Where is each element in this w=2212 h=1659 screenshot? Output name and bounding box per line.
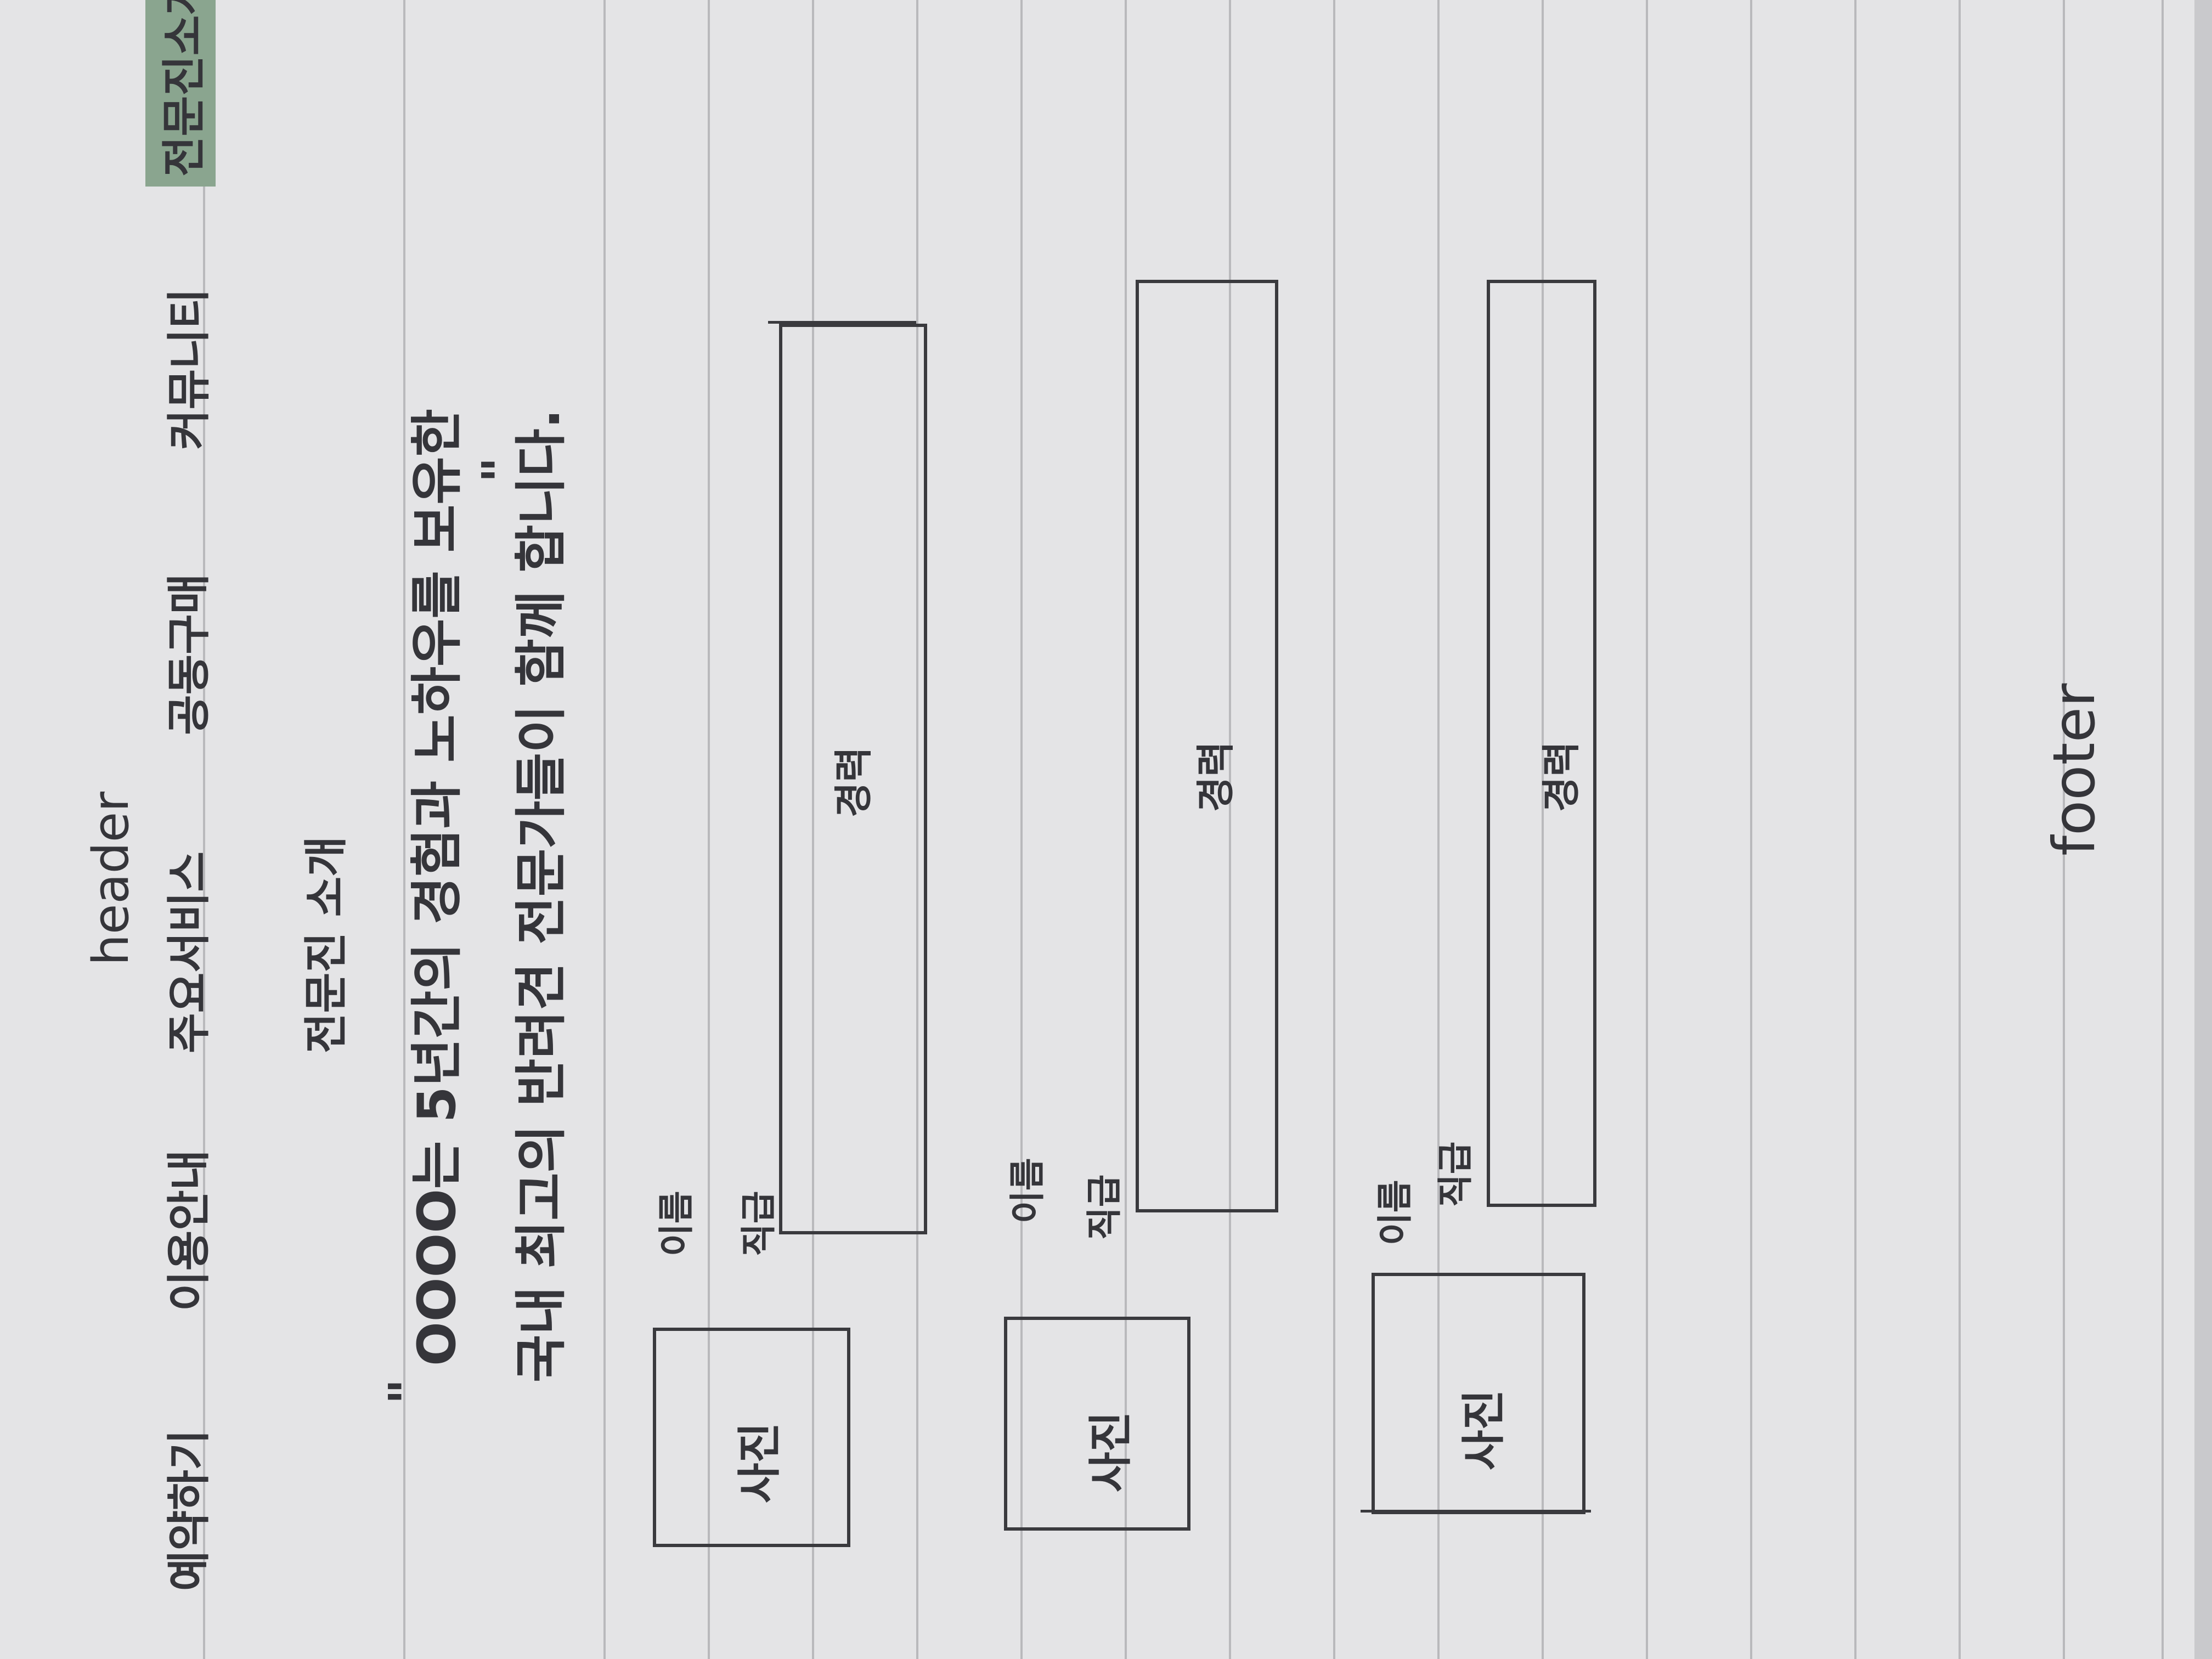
header-label: header — [82, 791, 140, 966]
profile-photo-label-2: 사진 — [1085, 1411, 1136, 1492]
profile-position-1: 직급 — [738, 1190, 780, 1256]
nav-item-experts[interactable]: 전문진소개 — [145, 0, 216, 187]
nav-item-community[interactable]: 커뮤니티 — [163, 288, 215, 450]
profile-career-box-1 — [779, 324, 927, 1234]
profile-name-3: 이름 — [1375, 1180, 1416, 1245]
footer-label: footer — [2041, 683, 2108, 856]
profile-career-box-2 — [1136, 280, 1278, 1212]
nav-item-group-buying[interactable]: 공동구매 — [163, 573, 215, 735]
nav-item-reservation[interactable]: 예약하기 — [163, 1429, 215, 1591]
profile-career-label-1: 경력 — [831, 747, 876, 817]
profile-position-3: 직급 — [1435, 1141, 1476, 1207]
nav-item-guide[interactable]: 이용안내 — [163, 1149, 215, 1311]
section-title: 전문진 소개 — [301, 836, 352, 1053]
profile-position-2: 직급 — [1084, 1174, 1125, 1240]
profile-photo-1 — [653, 1328, 850, 1547]
quote-open-mark: " — [379, 1379, 436, 1404]
profile-name-2: 이름 — [1007, 1158, 1048, 1223]
quote-line-2: 국내 최고의 반려견 전문가들이 함께 합니다. — [511, 409, 572, 1383]
profile-photo-3 — [1372, 1273, 1585, 1514]
profile-name-1: 이름 — [656, 1190, 697, 1256]
quote-line-1: OOOO는 5년간의 경험과 노하우를 보유한 — [407, 408, 467, 1366]
profile-photo-label-1: 사진 — [734, 1422, 785, 1503]
nav-item-main-services[interactable]: 주요서비스 — [163, 851, 215, 1053]
profile-career-label-2: 경력 — [1193, 741, 1238, 812]
profile-photo-2 — [1004, 1317, 1190, 1531]
quote-close-mark: " — [472, 457, 529, 483]
profile-career-label-3: 경력 — [1539, 741, 1584, 812]
profile-career-box-3 — [1487, 280, 1596, 1207]
profile-photo-label-3: 사진 — [1458, 1389, 1509, 1470]
